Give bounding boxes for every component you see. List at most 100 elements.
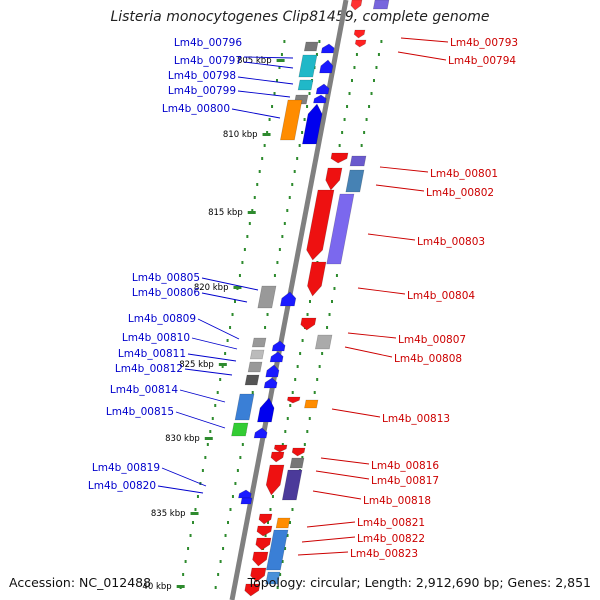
tick-mark (204, 437, 213, 440)
guide-dot (326, 326, 329, 329)
guide-dot (239, 456, 242, 459)
guide-dot (293, 170, 296, 173)
gene-shape (244, 374, 260, 386)
gene-shape (300, 317, 317, 331)
left-leader (184, 368, 233, 376)
gene-shape (256, 525, 273, 537)
gene-shape (265, 571, 281, 585)
gene-shape (270, 451, 285, 463)
guide-dot (222, 547, 225, 550)
guide-dot (346, 105, 349, 108)
guide-dot (375, 66, 378, 69)
label-leaders (157, 37, 449, 556)
guide-dot (214, 404, 217, 407)
guide-dot (296, 157, 299, 160)
guide-dot (316, 378, 319, 381)
guide-dot (221, 365, 224, 368)
gene-shape (250, 567, 267, 583)
right-gene-label: Lm4b_00807 (398, 334, 466, 346)
gene-shape (297, 79, 314, 91)
kbp-ticks: 805 kbp 810 kbp 815 kbp 820 kbp 825 kbp 830 k… (142, 56, 285, 592)
right-leader (357, 287, 406, 295)
gene-shape (257, 285, 277, 309)
guide-dot (286, 417, 289, 420)
guide-dot (184, 560, 187, 563)
right-leader (297, 551, 349, 556)
left-leader (175, 411, 226, 429)
guide-dot (321, 352, 324, 355)
left-gene-label: Lm4b_00806 (132, 287, 200, 299)
guide-dot (309, 300, 311, 303)
gene-shape (349, 155, 367, 167)
gene-shape (291, 447, 306, 457)
tick-label: 830 kbp (165, 434, 200, 444)
guide-dot (281, 560, 284, 563)
guide-dot (360, 144, 363, 147)
guide-dot (353, 66, 356, 69)
guide-dot (241, 443, 244, 446)
tick-mark (262, 133, 271, 136)
guide-dot (267, 521, 270, 524)
guide-dot (206, 443, 209, 446)
right-gene-label: Lm4b_00817 (371, 475, 439, 487)
guide-dot (288, 196, 291, 199)
guide-dot (271, 495, 274, 498)
gene-shape (240, 497, 253, 505)
gene-shape (271, 340, 286, 352)
guide-dot (303, 118, 306, 121)
right-gene-label: Lm4b_00813 (382, 413, 450, 425)
gene-shape (314, 334, 333, 350)
guide-dot (227, 521, 230, 524)
guide-dot (291, 391, 294, 394)
gene-shape (306, 189, 335, 261)
gene-shape (263, 377, 278, 389)
right-gene-label: Lm4b_00808 (394, 353, 462, 365)
tick-mark (247, 211, 256, 214)
guide-dot (301, 339, 304, 342)
guide-dot (284, 430, 287, 433)
left-gene-label: Lm4b_00819 (92, 462, 160, 474)
guide-dot (241, 261, 244, 264)
guide-dot (306, 313, 309, 316)
guide-dot (273, 92, 276, 95)
guide-dots (179, 40, 383, 589)
guide-dot (335, 274, 338, 277)
guide-dot (269, 508, 272, 511)
gene-shape (304, 399, 319, 409)
tick-label: 805 kbp (237, 56, 272, 66)
guide-dot (299, 352, 302, 355)
gene-shape (258, 513, 273, 525)
left-leader (243, 56, 294, 59)
guide-dot (306, 430, 309, 433)
guide-dot (251, 391, 254, 394)
gene-shape (275, 517, 291, 529)
left-gene-label: Lm4b_00809 (128, 313, 196, 325)
guide-dot (268, 118, 271, 121)
guide-dot (226, 339, 229, 342)
right-gene-label: Lm4b_00793 (450, 37, 518, 49)
gene-shape (350, 0, 363, 11)
guide-dot (256, 183, 259, 186)
right-gene-label: Lm4b_00821 (357, 517, 425, 529)
right-gene-label: Lm4b_00822 (357, 533, 425, 545)
tick-label: 815 kbp (208, 208, 243, 218)
guide-dot (275, 79, 278, 82)
left-leader (161, 467, 207, 487)
left-leader (237, 76, 294, 85)
guide-dot (283, 40, 286, 43)
gene-shape (319, 59, 334, 74)
guide-dot (281, 443, 284, 446)
right-leader (397, 51, 447, 61)
guide-dot (246, 235, 249, 238)
guide-dot (278, 66, 281, 69)
right-leader (347, 332, 397, 339)
guide-dot (313, 391, 316, 394)
guide-dot (306, 105, 309, 108)
gene-shape (273, 444, 288, 453)
guide-dot (219, 378, 222, 381)
right-leader (312, 490, 362, 500)
left-gene-label: Lm4b_00815 (106, 406, 174, 418)
left-gene-label: Lm4b_00796 (174, 37, 242, 49)
guide-dot (350, 79, 353, 82)
gene-shape (265, 364, 280, 378)
